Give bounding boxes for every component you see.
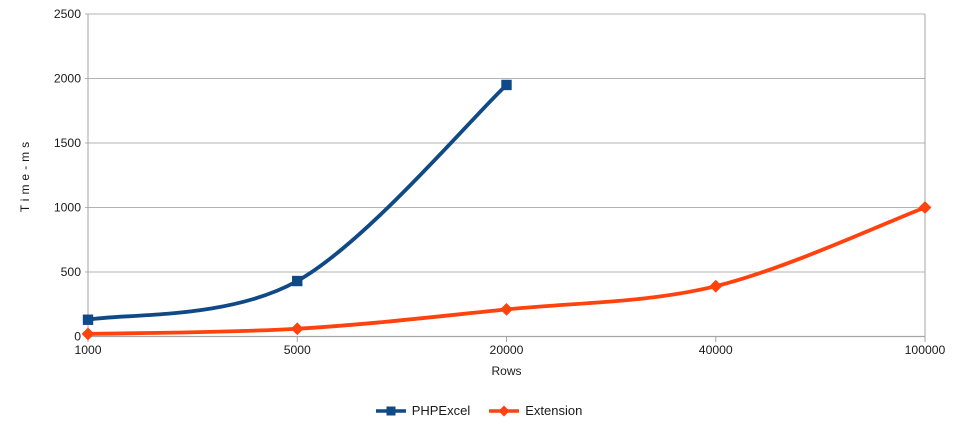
x-axis-title: Rows [491, 364, 522, 378]
series-marker-extension [918, 201, 932, 214]
y-tick-label-1000: 1000 [54, 201, 81, 215]
legend-square-icon [375, 406, 406, 415]
y-tick-label-500: 500 [61, 265, 82, 279]
series-marker-phpexcel [292, 275, 303, 287]
series-marker-phpexcel [501, 79, 512, 91]
series-marker-extension [81, 327, 95, 341]
series-marker-phpexcel [82, 314, 94, 325]
y-tick-label-2500: 2500 [54, 7, 81, 21]
x-tick-label-1000: 1000 [74, 343, 101, 357]
x-tick-label-100000: 100000 [905, 343, 946, 357]
series-marker-extension [290, 322, 304, 336]
series-marker-extension [500, 303, 513, 316]
series-marker-extension [709, 279, 723, 293]
legend-label-phpexcel: PHPExcel [411, 403, 471, 418]
chart-canvas: 1000 5000 20000 40000 100000 0 500 1000 1500 2000… [54, 7, 946, 357]
y-tick-label-2000: 2000 [54, 72, 81, 86]
legend-label-extension: Extension [525, 403, 583, 418]
legend-diamond-icon [489, 405, 520, 416]
x-tick-label-40000: 40000 [699, 343, 733, 357]
y-axis-title: Time-ms [18, 137, 32, 213]
y-tick-label-1500: 1500 [54, 136, 81, 150]
y-tick-label-0: 0 [74, 330, 81, 344]
legend-item-extension: Extension [488, 403, 582, 418]
x-tick-label-5000: 5000 [284, 343, 311, 357]
legend-item-phpexcel: PHPExcel [375, 403, 471, 418]
series-line-phpexcel [86, 83, 509, 322]
x-tick-label-20000: 20000 [490, 343, 524, 357]
legend: PHPExcel Extension [0, 403, 957, 418]
